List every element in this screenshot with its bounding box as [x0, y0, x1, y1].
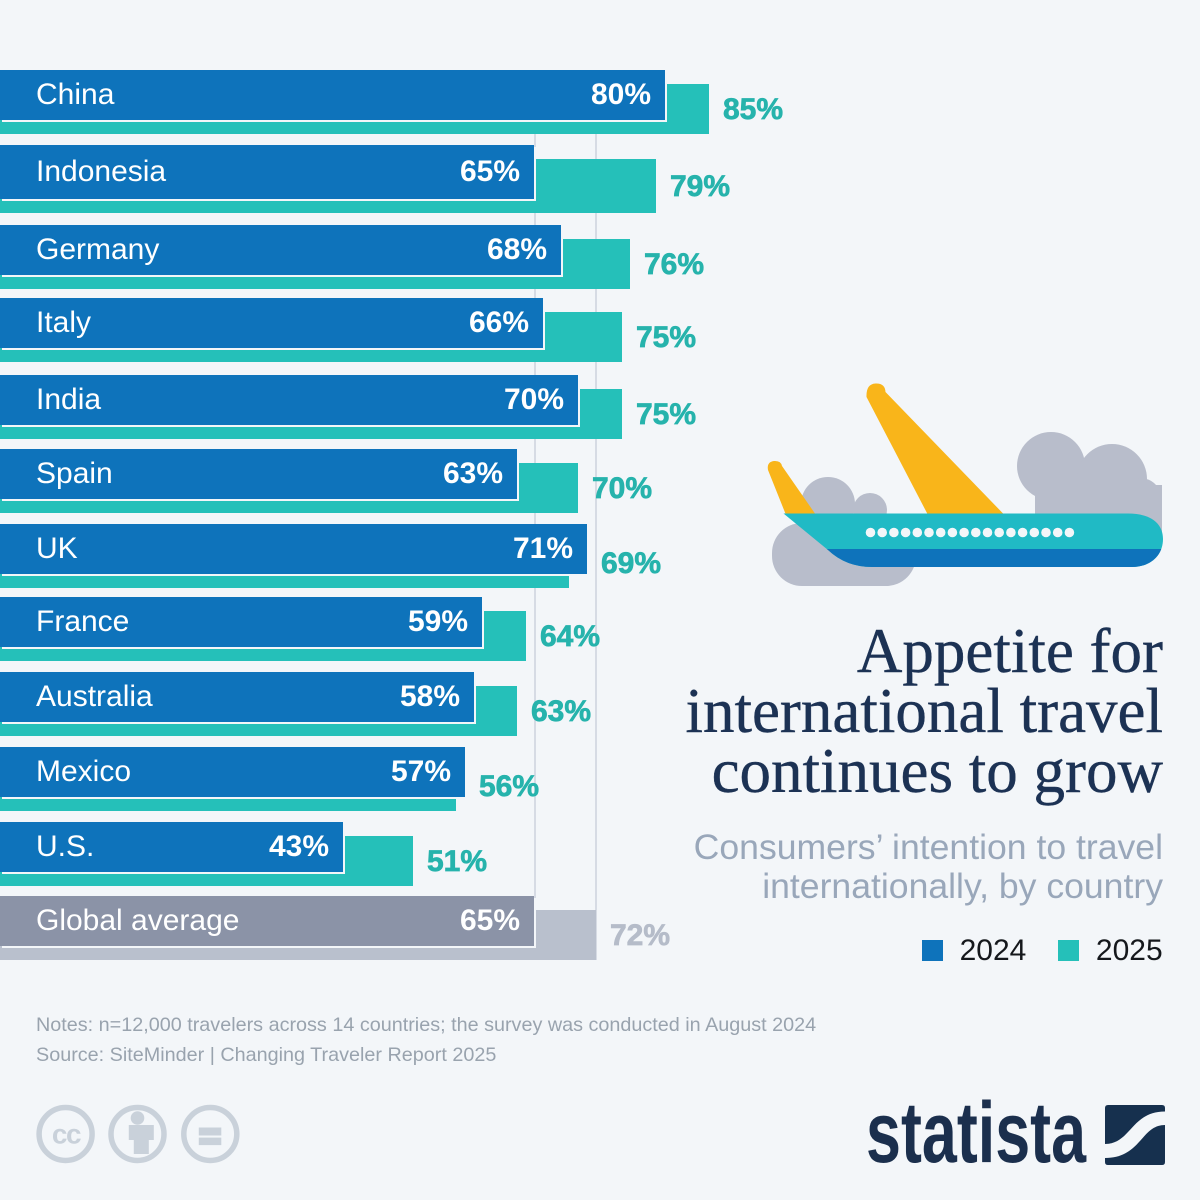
svg-text:cc: cc: [52, 1119, 81, 1150]
